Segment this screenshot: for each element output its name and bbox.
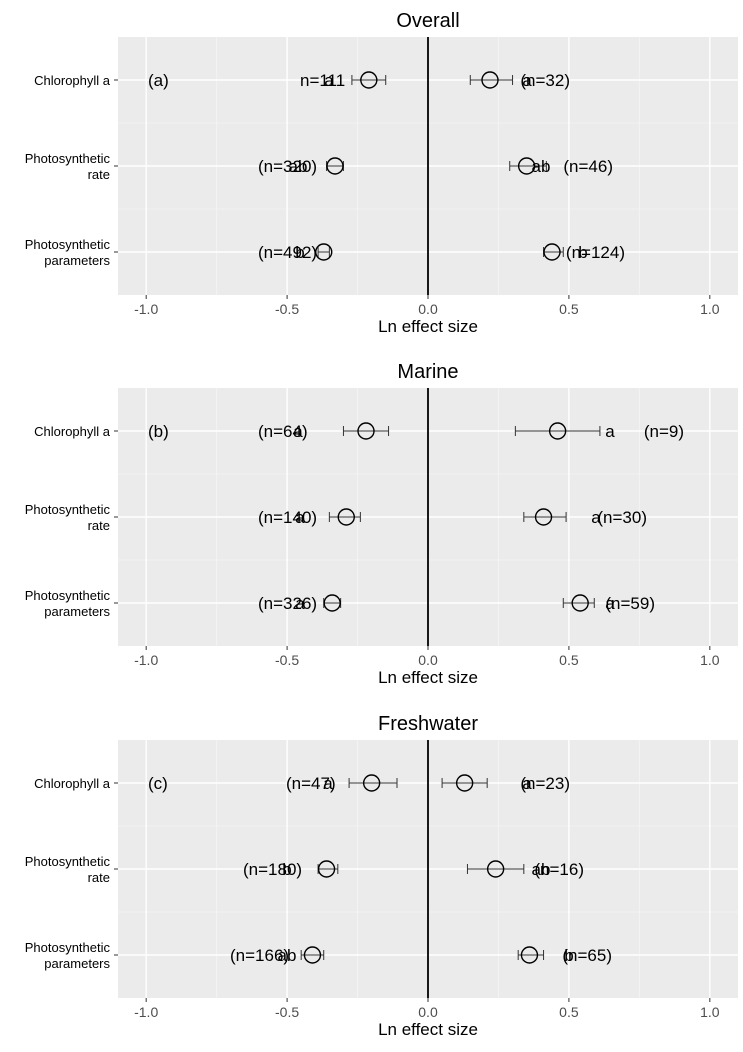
sample-size-label: (n=492) (258, 243, 317, 262)
x-tick-label: 0.0 (418, 652, 438, 668)
y-category-label: Photosynthetic rate (25, 151, 111, 182)
panel-3: Freshwater -1.0 -0.5 0.0 0.5 1.0 Ln effect siz… (25, 713, 738, 1039)
sample-size-label: (n=46) (563, 157, 613, 176)
x-tick-label: -1.0 (134, 1004, 158, 1020)
sample-size-label: (n=64) (258, 422, 308, 441)
x-tick-label: -0.5 (275, 652, 299, 668)
panel-label: (a) (148, 71, 169, 90)
x-tick-label: 1.0 (700, 652, 720, 668)
data-point (548, 422, 567, 440)
y-category-label: Photosynthetic rate (25, 502, 111, 533)
data-point (543, 243, 561, 261)
data-point (317, 860, 336, 878)
x-tick-label: 0.5 (559, 652, 579, 668)
panel-label: (b) (148, 422, 169, 441)
x-tick-label: 1.0 (700, 1004, 720, 1020)
data-point (517, 157, 536, 175)
x-tick-label: 0.5 (559, 1004, 579, 1020)
x-tick-label: -1.0 (134, 301, 158, 317)
sample-size-label: (n=9) (644, 422, 684, 441)
group-letter-label: a (323, 774, 333, 793)
y-category-label: Photosynthetic parameters (25, 588, 111, 619)
x-tick-label: 0.0 (418, 1004, 438, 1020)
data-point (326, 157, 344, 175)
data-point (357, 422, 375, 440)
data-point (337, 508, 355, 526)
group-letter-label: a (522, 71, 532, 90)
group-letter-label: a (605, 594, 615, 613)
group-letter-label: ab (532, 860, 551, 879)
group-letter-label: a (591, 508, 601, 527)
y-category-label: Chlorophyll a (34, 73, 111, 88)
data-point (303, 946, 322, 964)
sample-size-label: n=111 (300, 71, 345, 90)
group-letter-label: b (282, 860, 291, 879)
data-point (360, 71, 378, 89)
y-category-label: Photosynthetic parameters (25, 237, 111, 268)
sample-size-label: (n=47) (286, 774, 336, 793)
sample-size-label: (n=32) (520, 71, 570, 90)
data-point (486, 860, 505, 878)
panel-2: Marine -1.0 -0.5 0.0 0.5 1.0 Ln effect size Chl… (25, 361, 738, 687)
data-point (323, 594, 341, 612)
x-axis-title: Ln effect size (378, 668, 478, 687)
panel-title: Overall (396, 10, 459, 32)
sample-size-label: (n=140) (258, 508, 317, 527)
x-tick-label: -1.0 (134, 652, 158, 668)
sample-size-label: (n=59) (605, 594, 655, 613)
data-point (571, 594, 589, 612)
x-tick-label: 1.0 (700, 301, 720, 317)
data-point (520, 946, 539, 964)
data-point (455, 774, 474, 792)
group-letter-label: ab (278, 946, 297, 965)
sample-size-label: (n=166) (230, 946, 289, 965)
panel-title: Freshwater (378, 713, 478, 735)
group-letter-label: b (295, 243, 304, 262)
group-letter-label: a (605, 422, 615, 441)
y-category-label: Chlorophyll a (34, 424, 111, 439)
y-category-label: Photosynthetic rate (25, 854, 111, 885)
x-tick-label: -0.5 (275, 301, 299, 317)
data-point (315, 243, 333, 261)
y-category-label: Chlorophyll a (34, 776, 111, 791)
x-axis-title: Ln effect size (378, 317, 478, 336)
group-letter-label: ab (532, 157, 551, 176)
panel-title: Marine (397, 361, 458, 383)
sample-size-label: (n=320) (258, 157, 317, 176)
group-letter-label: b (564, 946, 573, 965)
data-point (534, 508, 553, 526)
group-letter-label: a (293, 422, 303, 441)
group-letter-label: a (522, 774, 532, 793)
group-letter-label: ab (289, 157, 308, 176)
sample-size-label: (n=180) (243, 860, 302, 879)
x-axis-title: Ln effect size (378, 1020, 478, 1039)
sample-size-label: (n=23) (520, 774, 570, 793)
sample-size-label: (n=16) (534, 860, 584, 879)
data-point (362, 774, 381, 792)
y-category-label: Photosynthetic parameters (25, 940, 111, 971)
group-letter-label: a (295, 508, 305, 527)
sample-size-label: (n=65) (562, 946, 612, 965)
data-point (481, 71, 499, 89)
sample-size-label: (n=124) (566, 243, 625, 262)
group-letter-label: b (578, 243, 587, 262)
sample-size-label: (n=326) (258, 594, 317, 613)
x-tick-label: -0.5 (275, 1004, 299, 1020)
panel-1: Overall -1.0 -0.5 0.0 0.5 1.0 Ln effect size Ch… (25, 10, 738, 336)
x-tick-label: 0.0 (418, 301, 438, 317)
group-letter-label: a (324, 71, 334, 90)
panel-label: (c) (148, 774, 168, 793)
group-letter-label: a (295, 594, 305, 613)
x-tick-label: 0.5 (559, 301, 579, 317)
sample-size-label: (n=30) (597, 508, 647, 527)
